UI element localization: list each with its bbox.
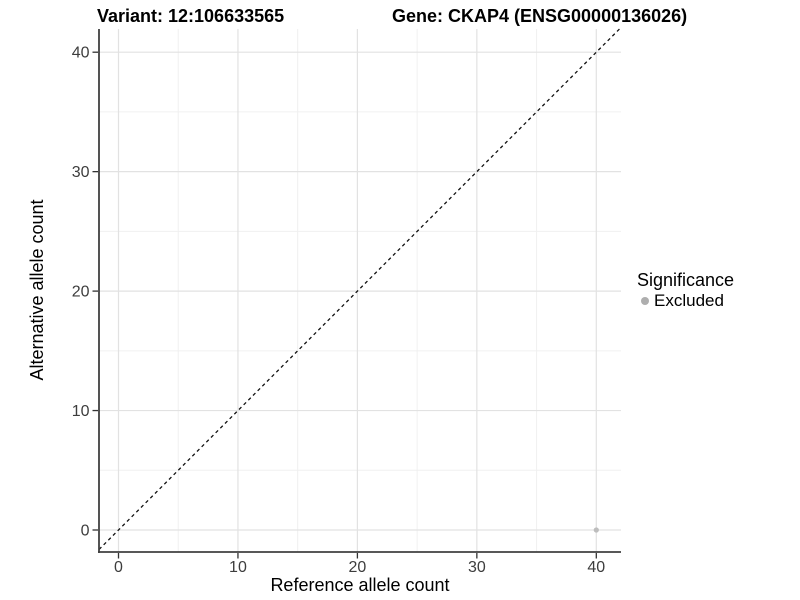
y-tick-label: 10 xyxy=(72,403,90,420)
x-tick-label: 10 xyxy=(229,559,247,576)
x-axis-title: Reference allele count xyxy=(270,575,450,595)
y-tick-label: 20 xyxy=(72,284,90,301)
gene-title: Gene: CKAP4 (ENSG00000136026) xyxy=(392,6,688,26)
legend-key-dot-icon xyxy=(641,297,649,305)
data-point[interactable] xyxy=(593,527,599,533)
y-axis-title: Alternative allele count xyxy=(27,199,47,381)
y-tick-label: 40 xyxy=(72,45,90,62)
y-tick-label: 30 xyxy=(72,164,90,181)
legend: Significance Excluded xyxy=(637,270,734,311)
legend-title: Significance xyxy=(637,270,735,290)
x-tick-label: 30 xyxy=(468,559,486,576)
identity-line xyxy=(98,28,620,550)
variant-title: Variant: 12:106633565 xyxy=(97,6,285,26)
x-tick-label: 40 xyxy=(587,559,605,576)
y-tick-label: 0 xyxy=(81,523,90,540)
x-tick-label: 20 xyxy=(349,559,367,576)
x-tick-label: 0 xyxy=(114,559,123,576)
legend-item-excluded[interactable]: Excluded xyxy=(637,291,734,311)
legend-item-label: Excluded xyxy=(654,291,724,310)
